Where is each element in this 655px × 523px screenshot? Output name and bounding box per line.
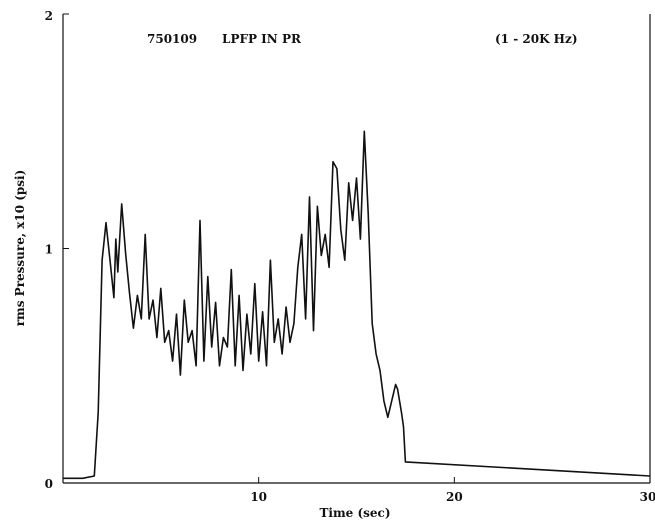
- x-axis-ticks: 10 20 30: [250, 477, 655, 504]
- x-tick-label: 10: [250, 490, 267, 504]
- x-tick-label: 30: [640, 490, 655, 504]
- x-axis-title: Time (sec): [319, 506, 390, 520]
- record-id-annotation: 750109: [147, 32, 197, 46]
- series-line-rms-pressure: [63, 130, 651, 480]
- y-tick-label: 0: [45, 477, 53, 491]
- y-tick-label: 1: [45, 243, 53, 257]
- condition-annotation: LPFP IN PR: [222, 32, 302, 46]
- frequency-band-annotation: (1 - 20K Hz): [495, 32, 578, 46]
- y-axis-ticks: 0 1 2: [45, 9, 69, 491]
- y-tick-label: 2: [45, 9, 53, 23]
- y-axis-title: rms Pressure, x10 (psi): [13, 170, 27, 327]
- x-tick-label: 20: [446, 490, 463, 504]
